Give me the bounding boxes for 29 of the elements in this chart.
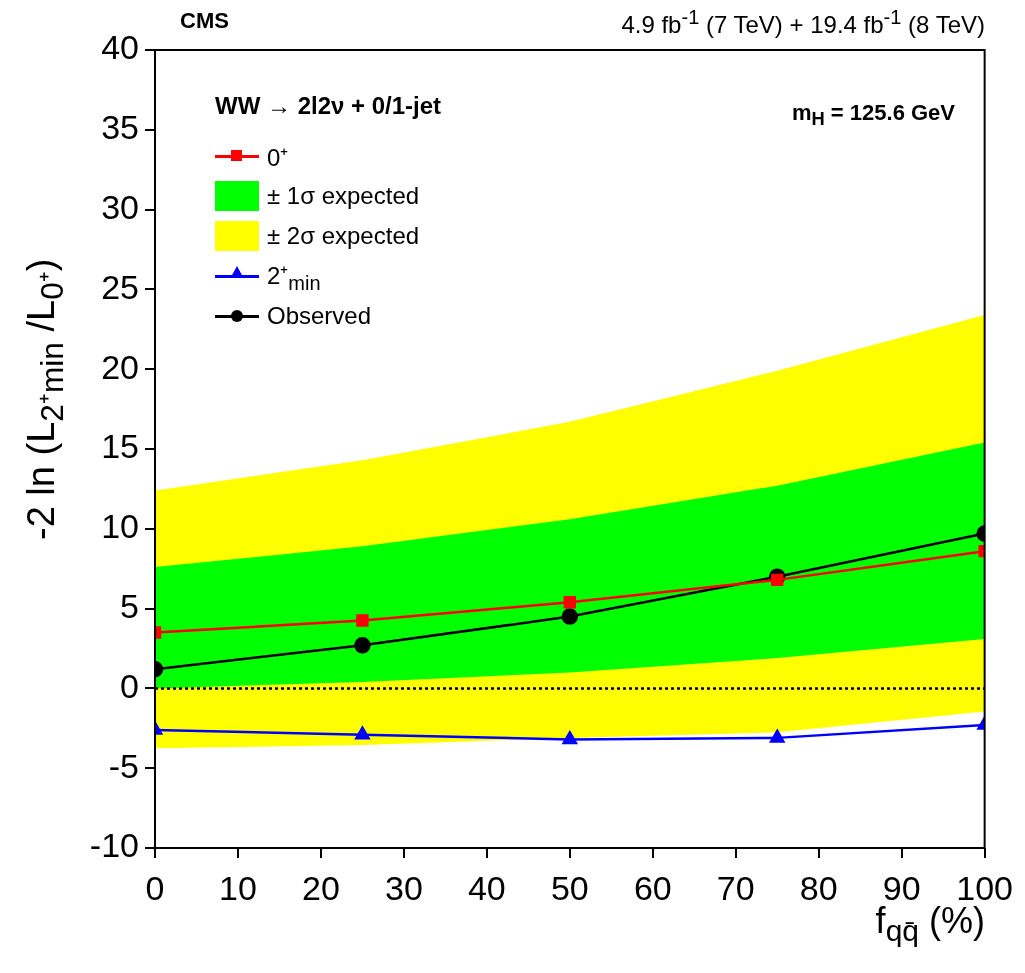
legend-title: WW → 2l2ν + 0/1-jet <box>215 92 442 121</box>
y-tick-label: 40 <box>101 28 139 67</box>
y-tick-label: 15 <box>101 427 139 466</box>
y-tick-label: 30 <box>101 187 139 226</box>
text: 4.9 fb$^{-1}$ (7 TeV) + 19.4 fb$^{-1}$ (8 TeV) <box>621 6 985 39</box>
x-tick-label: 40 <box>467 868 506 907</box>
x-tick-label: 10 <box>219 868 257 907</box>
y-tick-label: 10 <box>101 507 139 546</box>
y-tick-label: 20 <box>101 347 139 386</box>
x-tick-label: 60 <box>633 868 672 907</box>
legend-label: ± 1σ expected <box>267 182 420 210</box>
text: CMS <box>180 8 229 34</box>
y-tick-label: -10 <box>89 826 139 865</box>
x-tick-label: 70 <box>716 868 755 907</box>
x-tick-label: 20 <box>302 868 340 907</box>
x-tick-label: 50 <box>550 868 589 907</box>
legend-label: 0⁺ <box>267 142 289 173</box>
y-tick-label: 5 <box>120 586 139 625</box>
y-tick-label: 25 <box>101 267 139 306</box>
legend-label: 2⁺$_{min}$ <box>267 260 321 295</box>
legend-label: ± 2σ expected <box>267 222 420 250</box>
annotation: m$_{H}$ = 125.6 GeV <box>791 100 955 131</box>
y-tick-label: -5 <box>108 746 139 785</box>
y-tick-label: 0 <box>120 666 139 705</box>
x-tick-label: 0 <box>145 868 165 907</box>
x-tick-label: 30 <box>384 868 423 907</box>
x-tick-label: 80 <box>799 868 838 907</box>
y-tick-label: 35 <box>101 108 139 147</box>
legend-label: Observed <box>267 302 372 330</box>
